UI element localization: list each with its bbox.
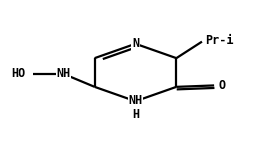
Text: N: N (132, 37, 139, 50)
Text: O: O (218, 79, 225, 92)
Text: Pr-i: Pr-i (205, 34, 234, 47)
Text: H: H (132, 108, 139, 121)
Text: NH: NH (57, 67, 71, 80)
Text: HO: HO (11, 67, 25, 80)
Text: NH: NH (128, 94, 143, 107)
